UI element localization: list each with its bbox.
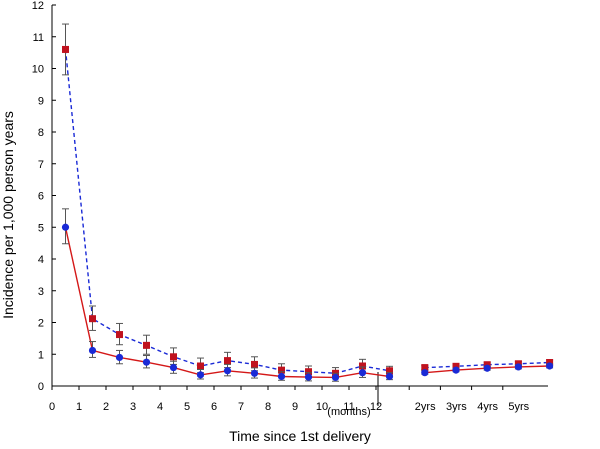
data-point-circle (196, 371, 205, 379)
data-point-circle (452, 366, 460, 374)
x-tick-label: 6 (211, 401, 217, 413)
data-point-circle (385, 372, 394, 381)
x-tick-label: 2 (103, 401, 109, 413)
x-tick-label: 3 (130, 401, 136, 413)
x-year-tick-label: 2yrs (415, 401, 436, 413)
y-tick-label: 9 (38, 95, 44, 107)
y-tick-label: 12 (32, 0, 44, 12)
y-tick-label: 8 (38, 127, 44, 139)
data-point-square (251, 360, 258, 368)
data-point-circle (483, 364, 491, 372)
data-point-square (278, 366, 285, 374)
data-point-circle (331, 373, 340, 382)
data-point-circle (514, 363, 523, 371)
series-1 (62, 23, 554, 379)
data-point-circle (88, 346, 97, 355)
y-tick-label: 2 (38, 318, 44, 330)
data-point-circle (358, 369, 367, 377)
y-tick-label: 1 (38, 349, 44, 361)
data-point-square (359, 362, 366, 370)
series-layer (61, 23, 554, 382)
x-tick-label: 8 (265, 401, 271, 413)
data-point-square (386, 367, 393, 375)
data-point-square (452, 362, 460, 370)
data-point-circle (115, 353, 124, 362)
data-point-circle (61, 223, 70, 231)
data-point-circle (546, 362, 554, 370)
data-point-square (89, 315, 96, 323)
data-point-circle (421, 369, 429, 377)
y-tick-label: 4 (38, 254, 44, 266)
data-point-circle (169, 363, 178, 372)
x-year-tick-label: 5yrs (508, 401, 529, 413)
data-point-square (170, 353, 177, 361)
series-line-months (64, 49, 390, 375)
x-tick-label: 11 (343, 401, 354, 413)
months-unit-label: (months) (327, 406, 370, 418)
data-point-square (62, 45, 69, 53)
y-tick-label: 10 (32, 64, 44, 76)
x-tick-label: 9 (292, 401, 298, 413)
data-point-circle (223, 367, 232, 375)
data-point-square (421, 364, 429, 372)
y-tick-label: 6 (38, 191, 44, 203)
x-tick-label: 0 (49, 401, 55, 413)
x-year-tick-label: 3yrs (446, 401, 467, 413)
x-tick-label: 12 (370, 401, 382, 413)
data-point-circle (142, 358, 151, 366)
data-point-circle (250, 369, 259, 377)
x-tick-label: 10 (316, 401, 328, 413)
data-point-square (224, 357, 231, 365)
x-tick-label: 5 (184, 401, 190, 413)
y-tick-label: 11 (33, 32, 44, 44)
data-point-circle (277, 372, 286, 381)
data-point-square (305, 368, 312, 376)
y-tick-label: 3 (38, 286, 44, 298)
y-tick-label: 0 (38, 381, 44, 393)
y-tick-label: 5 (38, 222, 44, 234)
y-axis-label: Incidence per 1,000 person years (0, 111, 16, 319)
series-2 (61, 208, 554, 382)
data-point-circle (304, 373, 313, 381)
y-tick-label: 7 (38, 159, 44, 171)
x-axis-label: Time since 1st delivery (229, 428, 371, 444)
x-year-tick-label: 4yrs (477, 401, 498, 413)
data-point-square (143, 341, 150, 349)
x-tick-label: 7 (238, 401, 244, 413)
data-point-square (116, 331, 123, 339)
x-tick-label: 1 (76, 401, 82, 413)
x-tick-label: 4 (157, 401, 163, 413)
data-point-square (197, 362, 204, 370)
